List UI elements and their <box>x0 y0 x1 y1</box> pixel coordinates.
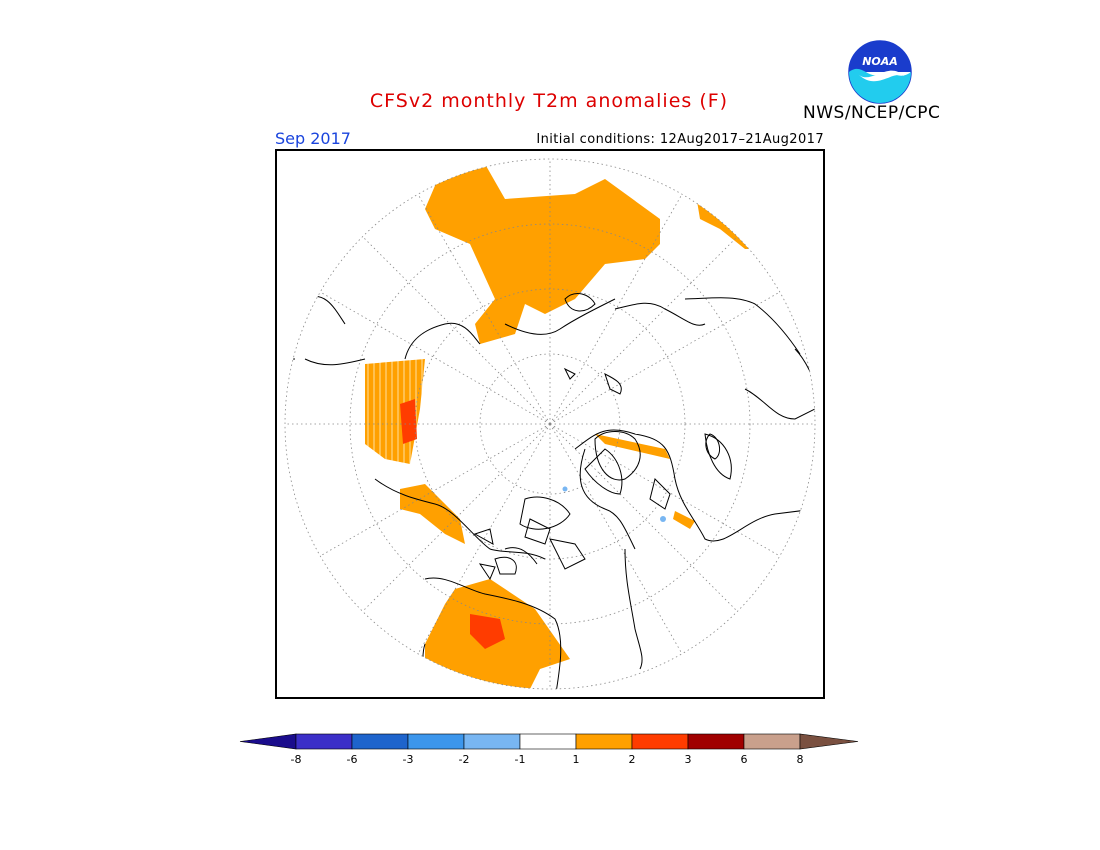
svg-text:NOAA: NOAA <box>862 55 898 68</box>
colorbar-tick-label: 3 <box>685 753 692 766</box>
coastlines <box>285 293 815 689</box>
colorbar: -8 -6 -3 -2 -1 1 2 3 6 8 <box>239 733 859 766</box>
colorbar-bin <box>575 733 633 750</box>
colorbar-tick-label: -6 <box>347 753 358 766</box>
colorbar-bin <box>295 733 353 750</box>
initial-conditions: Initial conditions: 12Aug2017–21Aug2017 <box>536 132 824 147</box>
graticule <box>285 159 815 689</box>
colorbar-tick-label: -2 <box>459 753 470 766</box>
forecast-month: Sep 2017 <box>275 129 351 148</box>
colorbar-bin <box>519 733 577 750</box>
colorbar-below-arrow <box>239 733 297 750</box>
colorbar-bin <box>687 733 745 750</box>
colorbar-bin <box>743 733 801 750</box>
map-boundary <box>284 158 816 690</box>
noaa-logo: NOAA <box>848 40 912 104</box>
colorbar-bin <box>463 733 521 750</box>
colorbar-bin <box>631 733 689 750</box>
colorbar-tick-label: 1 <box>573 753 580 766</box>
colorbar-bin <box>407 733 465 750</box>
colorbar-tick-label: 2 <box>629 753 636 766</box>
agency-label: NWS/NCEP/CPC <box>803 103 941 123</box>
colorbar-tick-label: 8 <box>797 753 804 766</box>
chart-title: CFSv2 monthly T2m anomalies (F) <box>369 90 729 112</box>
colorbar-tick-label: -8 <box>291 753 302 766</box>
colorbar-above-arrow <box>799 733 859 750</box>
colorbar-bin <box>351 733 409 750</box>
polar-anomaly-map <box>275 149 825 699</box>
colorbar-tick-label: -1 <box>515 753 526 766</box>
colorbar-tick-label: 6 <box>741 753 748 766</box>
colorbar-tick-label: -3 <box>403 753 414 766</box>
